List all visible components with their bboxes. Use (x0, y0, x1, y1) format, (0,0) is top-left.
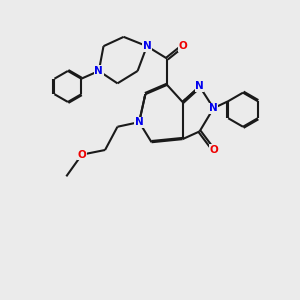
Text: O: O (77, 150, 86, 160)
Text: O: O (178, 41, 187, 51)
Text: N: N (94, 66, 103, 76)
Text: N: N (135, 117, 143, 127)
Text: N: N (209, 103, 218, 113)
Text: N: N (142, 41, 151, 51)
Text: N: N (195, 82, 204, 92)
Text: O: O (209, 145, 218, 155)
